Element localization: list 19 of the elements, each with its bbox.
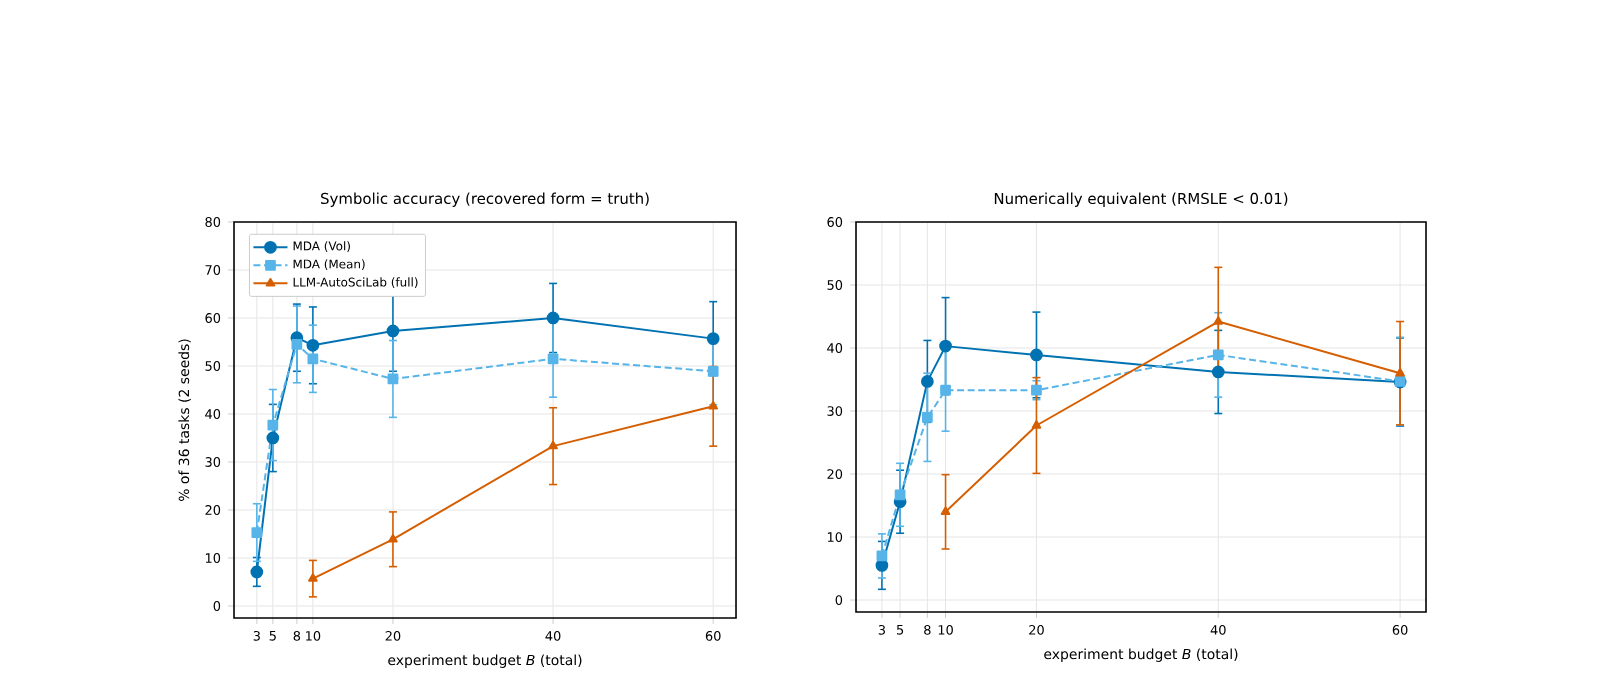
- point: [266, 431, 280, 445]
- point: [548, 440, 558, 450]
- point: [546, 311, 560, 325]
- point: [250, 565, 264, 578]
- point: [1212, 349, 1224, 361]
- point: [939, 339, 952, 353]
- point: [894, 489, 906, 500]
- point: [306, 338, 320, 352]
- point: [291, 338, 303, 350]
- point: [1395, 367, 1405, 377]
- point: [307, 353, 319, 364]
- point: [1030, 348, 1043, 361]
- point: [940, 506, 951, 515]
- point: [706, 331, 720, 345]
- point: [267, 419, 279, 431]
- point: [388, 533, 398, 543]
- point: [251, 526, 263, 538]
- point: [308, 572, 318, 582]
- point: [1031, 419, 1042, 429]
